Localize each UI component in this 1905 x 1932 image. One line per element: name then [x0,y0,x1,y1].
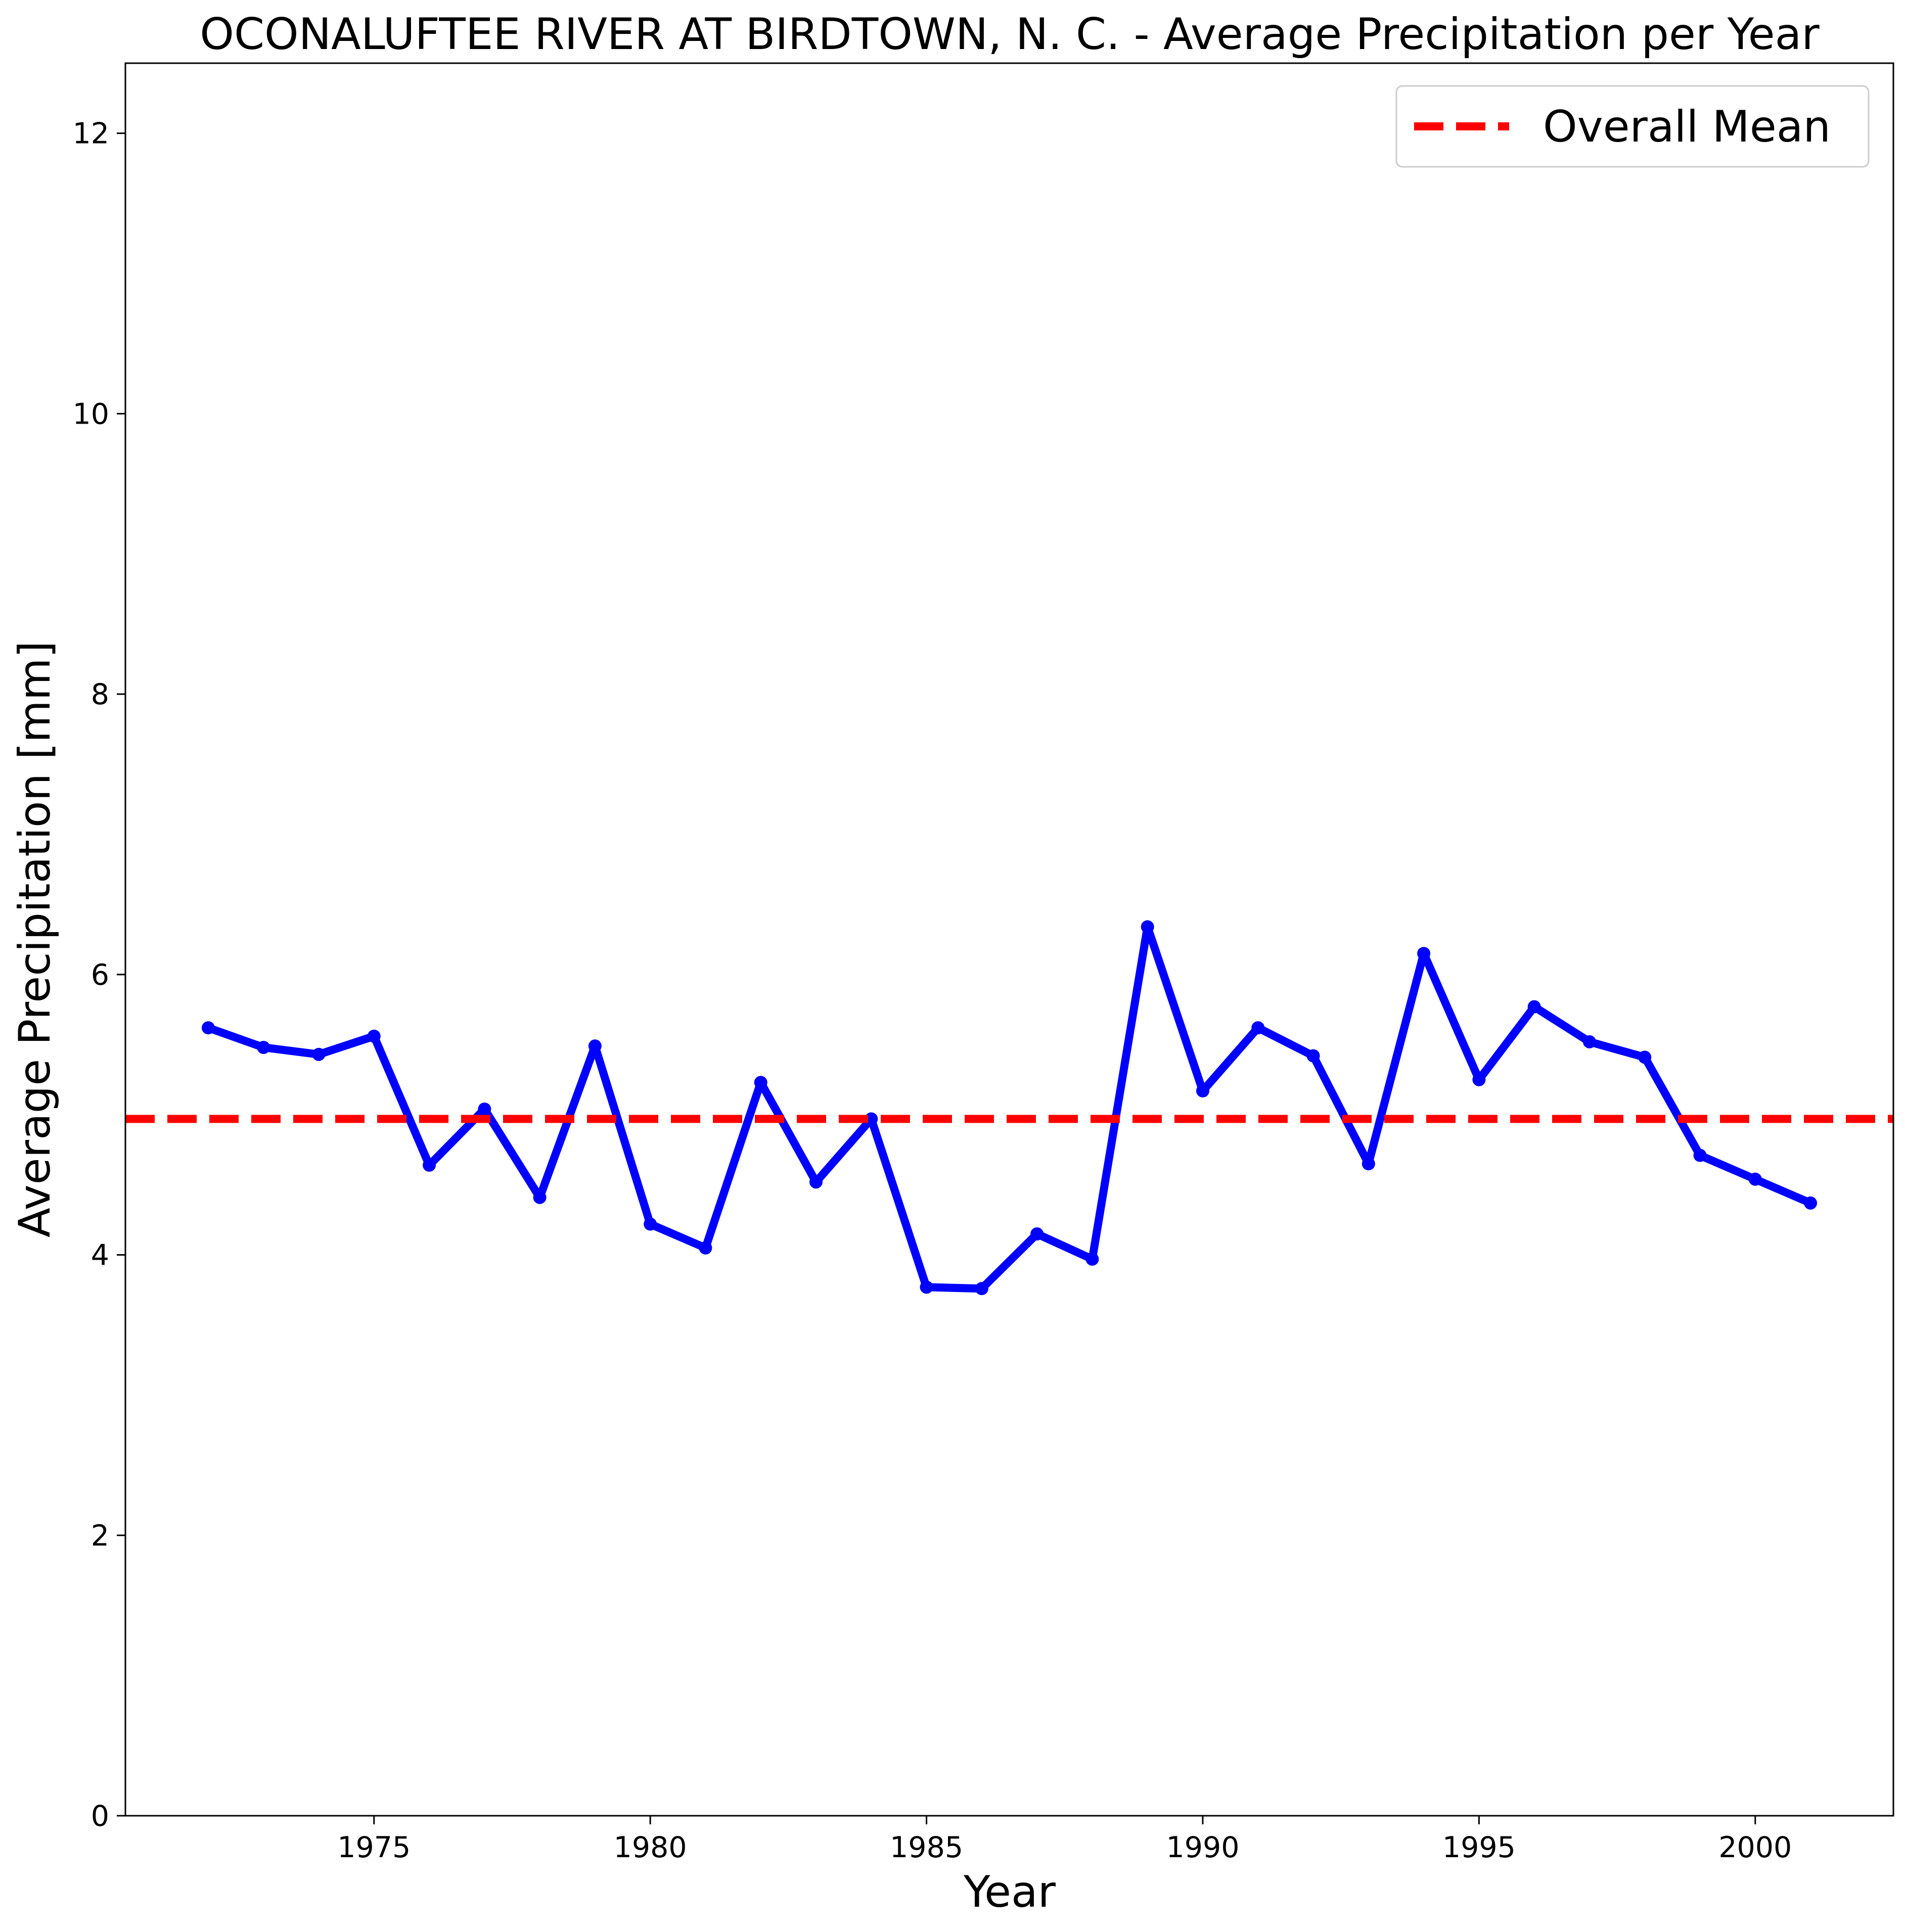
data-point [1527,1000,1541,1014]
data-point [201,1021,215,1035]
x-tick-label: 2000 [1718,1831,1792,1864]
y-axis-label: Average Precipitation [mm] [10,641,60,1237]
y-tick-label: 2 [91,1519,109,1552]
data-point [1582,1035,1596,1048]
y-tick-label: 12 [72,117,109,151]
x-tick-label: 1975 [337,1831,411,1864]
data-point [1196,1084,1209,1098]
data-point [1251,1021,1265,1035]
legend: Overall Mean [1395,85,1870,168]
legend-label-overall-mean: Overall Mean [1543,102,1831,152]
data-point [1362,1157,1375,1171]
axes-frame [124,62,1894,1817]
y-tick-label: 0 [91,1800,109,1833]
data-point [699,1241,712,1255]
data-point [975,1282,988,1296]
data-point [754,1076,767,1089]
data-point [1030,1227,1044,1240]
x-tick-label: 1980 [614,1831,687,1864]
x-tick-label: 1990 [1166,1831,1239,1864]
data-point [478,1102,491,1116]
x-tick-label: 1995 [1442,1831,1516,1864]
y-tick-label: 6 [91,958,109,992]
y-tick-label: 8 [91,678,109,711]
x-tick-label: 1985 [890,1831,963,1864]
data-point [1472,1073,1486,1086]
x-axis-label: Year [963,1867,1056,1917]
data-point [533,1190,547,1204]
data-point [1638,1050,1652,1064]
data-point [1141,920,1154,934]
data-point [644,1217,657,1231]
data-point [588,1039,602,1053]
data-point [1804,1196,1818,1210]
data-point [367,1029,381,1043]
y-tick-label: 10 [72,397,109,431]
data-point [423,1159,436,1172]
data-point [1306,1049,1320,1063]
legend-box [1395,85,1870,168]
data-point [809,1175,823,1189]
data-point [1417,947,1431,960]
data-point [920,1280,933,1294]
chart-title: OCONALUFTEE RIVER AT BIRDTOWN, N. C. - A… [200,9,1820,60]
plot-area: 1975 1980 1985 1990 1995 2000 0 2 4 6 8 10 12 [72,117,1893,1864]
y-tick-label: 4 [91,1239,109,1272]
data-point [1085,1252,1099,1266]
data-point [1748,1172,1762,1186]
data-point [312,1047,326,1061]
data-point [1693,1148,1707,1162]
data-point [257,1041,270,1054]
